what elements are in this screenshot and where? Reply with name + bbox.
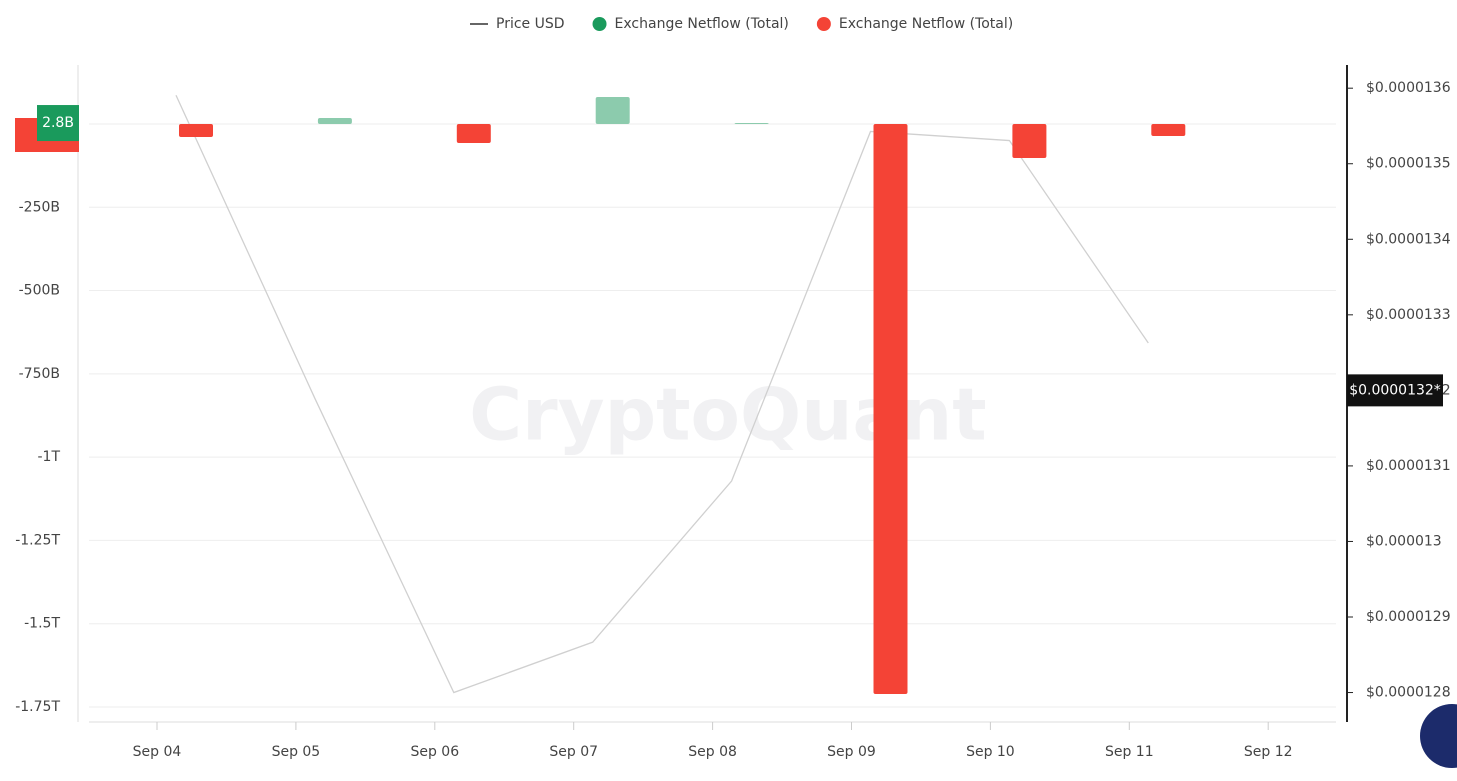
x-tick-label: Sep 06 — [410, 744, 459, 760]
legend: Price USD Exchange Netflow (Total) Exchang… — [470, 16, 1013, 32]
x-tick-label: Sep 08 — [688, 744, 737, 760]
bar — [317, 117, 352, 124]
y-tick-label: -1T — [37, 449, 60, 465]
bar — [595, 96, 630, 124]
price-line — [175, 94, 1149, 694]
bar — [1012, 123, 1047, 158]
bar — [873, 123, 908, 695]
bar — [179, 123, 213, 137]
y2-tick-label: $0.0000136 — [1366, 80, 1451, 96]
bar — [1151, 123, 1186, 136]
y-tick-label: -750B — [19, 366, 60, 382]
x-tick-label: Sep 07 — [549, 744, 598, 760]
x-tick-label: Sep 11 — [1105, 744, 1154, 760]
price-badge-label: $0.0000132* — [1349, 382, 1441, 398]
legend-label: Exchange Netflow (Total) — [615, 16, 789, 32]
x-tick-label: Sep 10 — [966, 744, 1015, 760]
x-tick-label: Sep 09 — [827, 744, 876, 760]
bar — [734, 123, 769, 125]
netflow-badge — [37, 105, 79, 142]
y-tick-label: -1.75T — [15, 699, 60, 715]
legend-dot — [592, 17, 607, 31]
netflow-badge-label: 2.8B — [42, 115, 74, 131]
bar — [456, 123, 491, 143]
legend-dot — [816, 17, 831, 31]
y-tick-label: -500B — [19, 283, 60, 299]
legend-label: Price USD — [496, 16, 565, 32]
y2-tick-label: $0.0000131 — [1366, 458, 1451, 474]
y2-tick-label: $0.0000134 — [1366, 231, 1451, 247]
chat-button[interactable] — [1420, 704, 1457, 768]
y2-tick-label: $0.0000133 — [1366, 307, 1451, 323]
watermark: CryptoQuant — [469, 373, 986, 457]
y2-tick-label: $0.0000135 — [1366, 156, 1451, 172]
y2-tick-label: $0.0000129 — [1366, 609, 1451, 625]
price-badge — [1347, 374, 1443, 407]
x-tick-label: Sep 05 — [272, 744, 321, 760]
y-tick-label: -1.5T — [24, 616, 60, 632]
legend-label: Exchange Netflow (Total) — [839, 16, 1013, 32]
y-tick-label: -1.25T — [15, 532, 60, 548]
y-tick-label: -250B — [19, 199, 60, 215]
y2-tick-label: $0.0000128 — [1366, 685, 1451, 701]
x-tick-label: Sep 04 — [133, 744, 182, 760]
chat-circle[interactable] — [1420, 704, 1457, 768]
x-tick-label: Sep 12 — [1244, 744, 1293, 760]
y2-tick-label: $0.000013 — [1366, 533, 1442, 549]
